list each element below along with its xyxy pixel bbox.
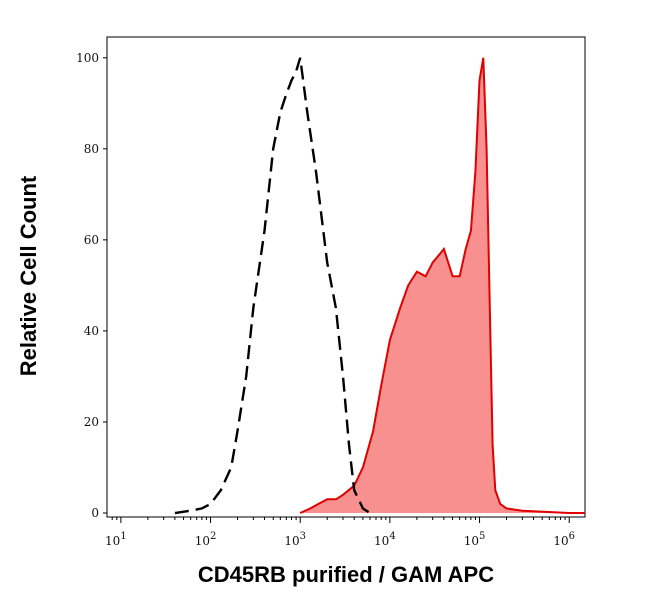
series-layer — [174, 57, 585, 515]
series-1-line — [299, 57, 585, 514]
y-tick-label-2: 40 — [84, 324, 99, 338]
x-tick-label-0: 101 — [105, 531, 127, 548]
x-axis-label: CD45RB purified / GAM APC — [198, 562, 494, 587]
series-1-area — [300, 57, 585, 514]
series-0-line — [174, 57, 371, 515]
x-tick-label-4: 105 — [464, 531, 486, 548]
x-tick-label-3: 104 — [374, 531, 396, 548]
y-tick-label-3: 60 — [84, 233, 99, 247]
x-tick-label-2: 103 — [284, 531, 306, 548]
y-tick-label-4: 80 — [84, 142, 99, 156]
axis-layer: 0 20 40 60 80 100 101 102 103 104 105 106 — [76, 51, 575, 548]
x-tick-label-1: 102 — [195, 531, 217, 548]
y-tick-label-1: 20 — [84, 415, 99, 429]
x-tick-label-5: 106 — [553, 531, 575, 548]
y-tick-label-5: 100 — [76, 51, 99, 65]
y-axis-label: Relative Cell Count — [16, 175, 41, 376]
y-tick-label-0: 0 — [91, 506, 99, 520]
plot-frame — [106, 36, 586, 518]
